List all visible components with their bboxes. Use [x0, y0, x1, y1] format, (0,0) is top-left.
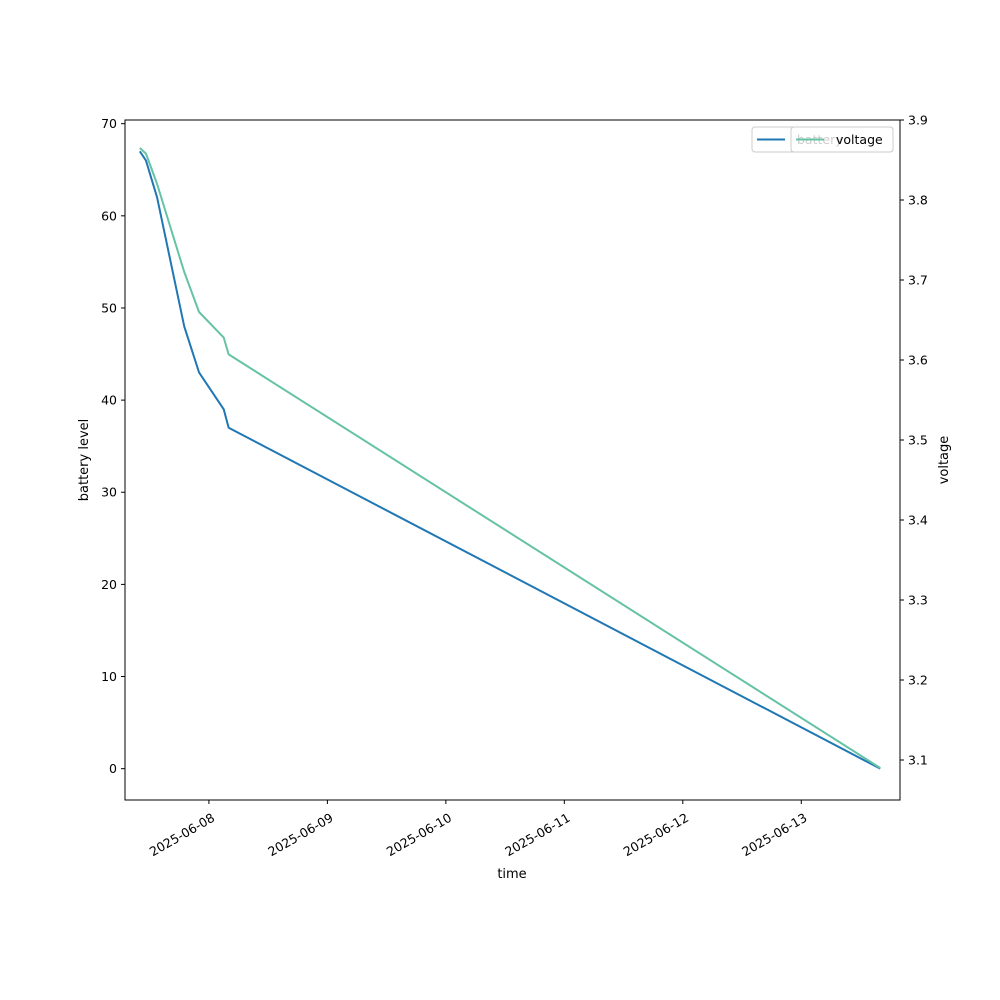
series-line-voltage	[139, 147, 881, 769]
left-tick-label: 10	[101, 669, 117, 684]
right-tick-label: 3.5	[908, 433, 928, 448]
x-tick-label: 2025-06-13	[739, 810, 809, 859]
x-tick-label: 2025-06-09	[265, 810, 335, 859]
x-tick-label: 2025-06-12	[621, 810, 691, 859]
plot-frame	[124, 119, 901, 801]
right-tick-label: 3.1	[908, 753, 928, 768]
left-tick-label: 50	[101, 300, 117, 315]
right-tick-label: 3.4	[908, 513, 928, 528]
legend-frame	[790, 126, 894, 153]
plot-background	[125, 120, 900, 800]
right-tick-label: 3.3	[908, 593, 928, 608]
right-tick-label: 3.9	[908, 113, 928, 128]
legend-label-voltage: voltage	[836, 132, 883, 147]
right-tick-label: 3.6	[908, 353, 928, 368]
left-axis-label: battery level	[77, 419, 92, 502]
left-tick-label: 20	[101, 577, 117, 592]
x-tick-label: 2025-06-08	[147, 810, 217, 859]
series-line-battery	[138, 150, 881, 770]
left-tick-label: 0	[109, 761, 117, 776]
x-tick-label: 2025-06-10	[384, 810, 454, 859]
left-tick-label: 70	[101, 116, 117, 131]
right-tick-label: 3.7	[908, 273, 928, 288]
left-tick-label: 60	[101, 208, 117, 223]
legend-voltage: voltage	[790, 126, 894, 153]
right-tick-label: 3.2	[908, 673, 928, 688]
right-axis-label: voltage	[937, 436, 952, 485]
x-tick-label: 2025-06-11	[502, 810, 572, 859]
left-tick-label: 40	[101, 393, 117, 408]
x-axis-label: time	[497, 867, 526, 882]
right-tick-label: 3.8	[908, 193, 928, 208]
left-tick-label: 30	[101, 485, 117, 500]
